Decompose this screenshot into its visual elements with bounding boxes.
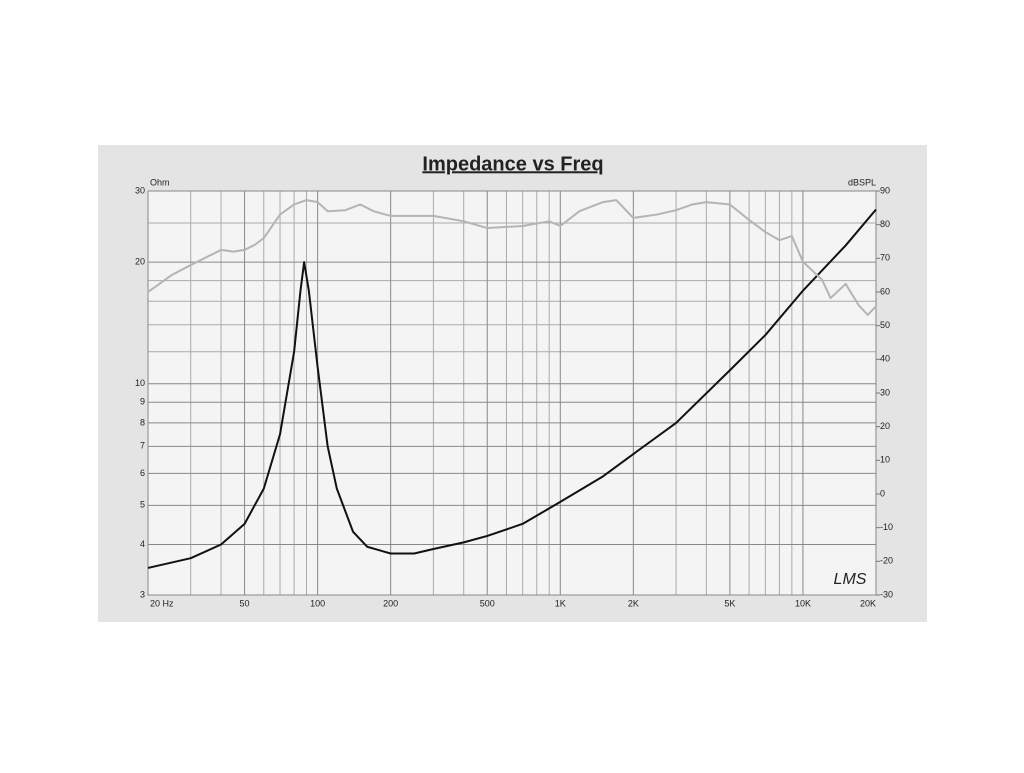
x-tick-label: 50	[240, 598, 250, 608]
y2-tick-label: 0	[880, 488, 885, 498]
y-tick-label: 7	[140, 441, 145, 451]
x-tick-label: 10K	[795, 598, 811, 608]
y-tick-label: 30	[135, 185, 145, 195]
x-tick-label: 20 Hz	[150, 598, 174, 608]
y-tick-label: 6	[140, 468, 145, 478]
y2-tick-label: -30	[880, 589, 893, 599]
y2-tick-label: 20	[880, 421, 890, 431]
y2-axis-label: dBSPL	[848, 177, 876, 187]
plot-area	[147, 190, 877, 596]
series-line	[147, 208, 877, 569]
x-tick-label: 5K	[724, 598, 735, 608]
y2-tick-label: 50	[880, 320, 890, 330]
logo-annotation: LMS	[834, 571, 867, 588]
y2-tick-label: -10	[880, 522, 893, 532]
y-tick-label: 3	[140, 589, 145, 599]
y-tick-label: 8	[140, 417, 145, 427]
x-tick-label: 500	[480, 598, 495, 608]
y2-tick-label: 60	[880, 286, 890, 296]
y-tick-label: 5	[140, 500, 145, 510]
y-tick-label: 10	[135, 378, 145, 388]
y2-tick-label: 30	[880, 387, 890, 397]
x-tick-label: 20K	[860, 598, 876, 608]
x-tick-label: 200	[383, 598, 398, 608]
y2-tick-label: -20	[880, 556, 893, 566]
y-tick-label: 4	[140, 539, 145, 549]
y2-tick-label: 80	[880, 219, 890, 229]
y2-tick-label: 10	[880, 455, 890, 465]
series-line	[147, 199, 877, 316]
y-tick-label: 20	[135, 257, 145, 267]
chart-title: Impedance vs Freq	[422, 153, 603, 175]
y2-tick-label: 90	[880, 185, 890, 195]
y2-tick-label: 40	[880, 354, 890, 364]
x-tick-label: 100	[310, 598, 325, 608]
x-tick-label: 1K	[555, 598, 566, 608]
y-tick-label: 9	[140, 397, 145, 407]
y-axis-label: Ohm	[150, 177, 170, 187]
y2-tick-label: 70	[880, 253, 890, 263]
x-tick-label: 2K	[628, 598, 639, 608]
